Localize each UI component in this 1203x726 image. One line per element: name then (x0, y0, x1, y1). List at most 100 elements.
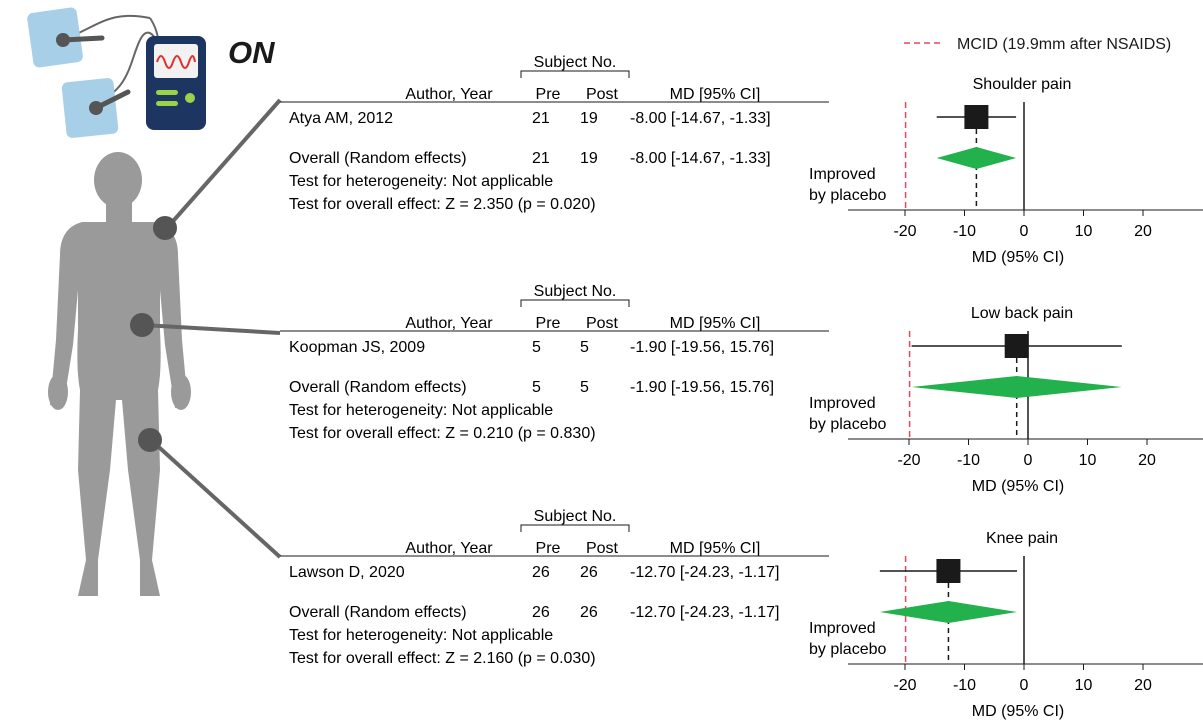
knee-marker (138, 428, 162, 452)
plot-title: Low back pain (971, 305, 1073, 322)
x-tick-label: 10 (1079, 452, 1097, 469)
x-tick-label: 0 (1020, 223, 1029, 240)
forest-table: Subject No. Author, Year Pre Post MD [95% CI… (280, 54, 829, 213)
study-author: Lawson D, 2020 (289, 564, 405, 581)
annotation-line-2: by placebo (809, 187, 886, 204)
study-pre: 21 (532, 110, 550, 127)
post-header: Post (586, 315, 619, 332)
overall-pre: 5 (532, 379, 541, 396)
study-post: 19 (580, 110, 598, 127)
legend: MCID (19.9mm after NSAIDS) (904, 36, 1171, 53)
study-marker (1004, 334, 1029, 358)
pre-header: Pre (536, 315, 561, 332)
subject-no-header: Subject No. (534, 54, 617, 71)
overall-label: Overall (Random effects) (289, 379, 467, 396)
study-marker (936, 559, 961, 583)
x-axis-label: MD (95% CI) (972, 249, 1064, 266)
annotation-line-1: Improved (809, 166, 876, 183)
x-tick-label: -20 (893, 677, 916, 694)
subject-no-header: Subject No. (534, 283, 617, 300)
x-tick-label: -20 (897, 452, 920, 469)
author-year-header: Author, Year (405, 86, 493, 103)
heterogeneity-test: Test for heterogeneity: Not applicable (289, 173, 553, 190)
study-post: 5 (580, 339, 589, 356)
subject-bracket (520, 299, 630, 307)
x-tick-label: -20 (893, 223, 916, 240)
x-tick-label: -10 (953, 223, 976, 240)
overall-diamond (936, 147, 1017, 169)
post-header: Post (586, 540, 619, 557)
annotation-line-1: Improved (809, 395, 876, 412)
on-label: ON (228, 35, 275, 70)
x-tick-label: 0 (1024, 452, 1033, 469)
study-marker (964, 105, 989, 129)
x-tick-label: -10 (953, 677, 976, 694)
x-tick-label: 20 (1134, 223, 1152, 240)
x-tick-label: 0 (1020, 677, 1029, 694)
x-tick-label: -10 (957, 452, 980, 469)
study-md-ci: -12.70 [-24.23, -1.17] (630, 564, 779, 581)
overall-label: Overall (Random effects) (289, 604, 467, 621)
x-tick-label: 20 (1138, 452, 1156, 469)
x-tick-label: 10 (1075, 223, 1093, 240)
heterogeneity-test: Test for heterogeneity: Not applicable (289, 402, 553, 419)
forest-table: Subject No. Author, Year Pre Post MD [95% CI… (280, 508, 829, 667)
human-body-icon (48, 152, 191, 596)
lower-back-marker (130, 313, 154, 337)
tens-device-icon (27, 7, 206, 138)
panel-1: Subject No. Author, Year Pre Post MD [95% CI… (280, 54, 1203, 266)
overall-md-ci: -8.00 [-14.67, -1.33] (630, 150, 771, 167)
study-pre: 5 (532, 339, 541, 356)
study-md-ci: -1.90 [-19.56, 15.76] (630, 339, 774, 356)
electrode-pad-icon (27, 7, 83, 68)
annotation-line-2: by placebo (809, 641, 886, 658)
overall-diamond (911, 376, 1122, 398)
overall-md-ci: -1.90 [-19.56, 15.76] (630, 379, 774, 396)
forest-table: Subject No. Author, Year Pre Post MD [95% CI… (280, 283, 829, 442)
annotation-line-2: by placebo (809, 416, 886, 433)
overall-effect-test: Test for overall effect: Z = 2.350 (p = … (289, 196, 596, 213)
shoulder-marker (153, 216, 177, 240)
annotation-line-1: Improved (809, 620, 876, 637)
plot-title: Shoulder pain (973, 76, 1072, 93)
overall-post: 26 (580, 604, 598, 621)
heterogeneity-test: Test for heterogeneity: Not applicable (289, 627, 553, 644)
panel-2: Subject No. Author, Year Pre Post MD [95% CI… (280, 283, 1203, 495)
author-year-header: Author, Year (405, 315, 493, 332)
forest-plot: Knee pain -20 -10 0 10 20 MD (95% CI) Improved b… (809, 530, 1203, 720)
md-ci-header: MD [95% CI] (670, 540, 761, 557)
x-tick-label: 10 (1075, 677, 1093, 694)
overall-label: Overall (Random effects) (289, 150, 467, 167)
plot-title: Knee pain (986, 530, 1058, 547)
pre-header: Pre (536, 540, 561, 557)
study-author: Koopman JS, 2009 (289, 339, 425, 356)
x-tick-label: 20 (1134, 677, 1152, 694)
study-author: Atya AM, 2012 (289, 110, 393, 127)
panel-3: Subject No. Author, Year Pre Post MD [95% CI… (280, 508, 1203, 720)
overall-md-ci: -12.70 [-24.23, -1.17] (630, 604, 779, 621)
overall-effect-test: Test for overall effect: Z = 2.160 (p = … (289, 650, 596, 667)
overall-effect-test: Test for overall effect: Z = 0.210 (p = … (289, 425, 596, 442)
study-md-ci: -8.00 [-14.67, -1.33] (630, 110, 771, 127)
overall-pre: 26 (532, 604, 550, 621)
x-axis-label: MD (95% CI) (972, 478, 1064, 495)
study-pre: 26 (532, 564, 550, 581)
subject-bracket (520, 524, 630, 532)
author-year-header: Author, Year (405, 540, 493, 557)
pre-header: Pre (536, 86, 561, 103)
study-post: 26 (580, 564, 598, 581)
post-header: Post (586, 86, 619, 103)
overall-post: 5 (580, 379, 589, 396)
forest-plot: Shoulder pain -20 -10 0 10 20 MD (95% CI) Impro… (809, 76, 1203, 266)
x-axis-label: MD (95% CI) (972, 703, 1064, 720)
subject-bracket (520, 70, 630, 78)
overall-post: 19 (580, 150, 598, 167)
md-ci-header: MD [95% CI] (670, 315, 761, 332)
legend-label: MCID (19.9mm after NSAIDS) (957, 36, 1171, 53)
overall-diamond (879, 601, 1018, 623)
overall-pre: 21 (532, 150, 550, 167)
forest-plot: Low back pain -20 -10 0 10 20 MD (95% CI) Impro… (809, 305, 1203, 495)
subject-no-header: Subject No. (534, 508, 617, 525)
md-ci-header: MD [95% CI] (670, 86, 761, 103)
